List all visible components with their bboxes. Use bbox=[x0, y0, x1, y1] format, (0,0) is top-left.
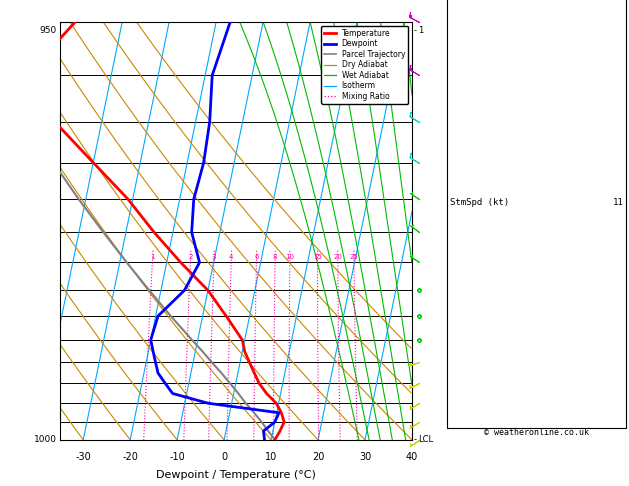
Text: 30: 30 bbox=[359, 452, 371, 462]
Text: 2: 2 bbox=[188, 254, 192, 260]
Text: Dewpoint / Temperature (°C): Dewpoint / Temperature (°C) bbox=[156, 470, 316, 480]
Text: 40: 40 bbox=[406, 452, 418, 462]
Text: 8: 8 bbox=[273, 254, 277, 260]
Text: 1: 1 bbox=[418, 26, 423, 35]
Text: 0: 0 bbox=[221, 452, 227, 462]
Text: -: - bbox=[413, 26, 416, 35]
Text: 3: 3 bbox=[211, 254, 216, 260]
Text: -: - bbox=[413, 435, 416, 444]
Text: 10: 10 bbox=[286, 254, 294, 260]
Text: 20: 20 bbox=[312, 452, 325, 462]
Text: 15: 15 bbox=[313, 254, 322, 260]
Text: 20: 20 bbox=[333, 254, 342, 260]
Text: 25: 25 bbox=[350, 254, 359, 260]
Text: 6: 6 bbox=[254, 254, 259, 260]
Text: © weatheronline.co.uk: © weatheronline.co.uk bbox=[484, 428, 589, 437]
Text: 950: 950 bbox=[40, 26, 57, 35]
Text: 11: 11 bbox=[613, 198, 623, 207]
Text: 10: 10 bbox=[265, 452, 277, 462]
Text: -20: -20 bbox=[122, 452, 138, 462]
Text: -10: -10 bbox=[169, 452, 185, 462]
Text: 1: 1 bbox=[150, 254, 155, 260]
Text: 1000: 1000 bbox=[33, 435, 57, 444]
Text: -30: -30 bbox=[75, 452, 91, 462]
Text: StmSpd (kt): StmSpd (kt) bbox=[450, 198, 509, 207]
Text: LCL: LCL bbox=[418, 435, 433, 444]
Text: 4: 4 bbox=[229, 254, 233, 260]
Legend: Temperature, Dewpoint, Parcel Trajectory, Dry Adiabat, Wet Adiabat, Isotherm, Mi: Temperature, Dewpoint, Parcel Trajectory… bbox=[321, 26, 408, 104]
